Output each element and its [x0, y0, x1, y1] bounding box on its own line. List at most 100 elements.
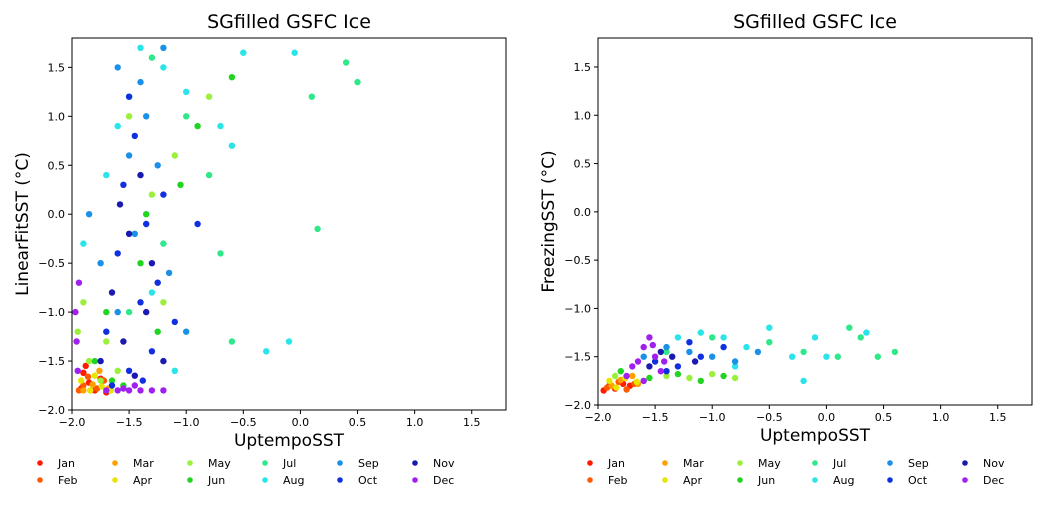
y-axis-label: LinearFitSST (°C) — [13, 152, 33, 296]
point-sep — [125, 152, 133, 159]
point-sep — [114, 64, 121, 71]
legend-label: Mar — [683, 457, 704, 470]
point-apr — [77, 377, 85, 384]
point-sep — [143, 113, 150, 120]
legend-marker — [337, 460, 343, 466]
point-sep — [160, 44, 167, 51]
point-dec — [651, 353, 659, 360]
legend-label: Mar — [133, 457, 154, 470]
point-jun — [194, 122, 201, 130]
point-jun — [103, 308, 110, 316]
legend-marker — [962, 460, 968, 466]
point-oct — [131, 132, 138, 140]
point-nov — [143, 308, 150, 316]
point-jun — [154, 328, 161, 335]
y-tick-label: 0.0 — [48, 208, 66, 221]
point-oct — [697, 353, 704, 360]
point-nov — [108, 289, 116, 296]
point-oct — [171, 318, 178, 326]
point-sep — [131, 230, 138, 237]
point-dec — [131, 382, 138, 389]
chart-title: SGfilled GSFC Ice — [733, 11, 897, 33]
point-jul — [857, 334, 864, 341]
legend-label: Sep — [908, 457, 929, 470]
point-oct — [143, 220, 150, 228]
point-jun — [674, 370, 682, 378]
y-tick-label: −0.5 — [564, 254, 591, 267]
point-dec — [148, 387, 156, 394]
chart-left: −2.0 −1.5 −1.0 −0.5 0.0 0.5 1.0 1.5 −2.0 −1.5 −1.0… — [13, 11, 507, 487]
point-sep — [137, 78, 144, 86]
legend-item-dec: Dec — [412, 474, 454, 487]
point-sep — [97, 260, 104, 267]
point-dec — [75, 279, 83, 286]
x-axis-label: UptempoSST — [234, 431, 345, 451]
point-nov — [137, 171, 144, 179]
legend-item-apr: Apr — [112, 474, 153, 487]
legend-label: May — [208, 457, 231, 470]
legend-item-aug: Aug — [812, 474, 854, 487]
point-aug — [263, 348, 270, 355]
point-dec — [657, 368, 664, 375]
point-oct — [120, 181, 127, 188]
point-aug — [766, 324, 773, 331]
legend-item-feb: Feb — [37, 474, 77, 487]
legend-marker — [187, 477, 193, 483]
point-nov — [669, 353, 676, 360]
point-oct — [125, 93, 133, 100]
point-feb — [623, 386, 630, 393]
point-mar — [96, 367, 103, 374]
point-jun — [108, 377, 116, 384]
point-may — [709, 370, 716, 378]
plot-frame — [71, 37, 507, 411]
legend-label: Nov — [433, 457, 455, 470]
point-aug — [731, 363, 739, 370]
legend-marker — [262, 477, 268, 483]
point-aug — [240, 49, 247, 56]
point-oct — [137, 299, 144, 306]
y-tick-label: −2.0 — [38, 404, 65, 417]
legend-label: Apr — [133, 474, 153, 487]
legend-item-jan: Jan — [587, 457, 625, 470]
point-oct — [148, 348, 156, 355]
y-tick-label: 0.5 — [574, 158, 592, 171]
point-apr — [107, 387, 115, 394]
x-tick-label: 1.5 — [463, 416, 481, 429]
point-sep — [754, 348, 762, 356]
x-tick-label: −1.5 — [642, 411, 669, 424]
legend-label: Jun — [207, 474, 225, 487]
point-dec — [640, 343, 647, 351]
point-oct — [108, 382, 116, 389]
legend-item-jul: Jul — [262, 457, 296, 470]
point-sep — [663, 343, 670, 351]
point-oct — [720, 343, 727, 351]
point-oct — [160, 191, 167, 198]
point-dec — [72, 308, 79, 316]
x-tick-label: −1.0 — [699, 411, 726, 424]
legend-marker — [737, 477, 743, 483]
x-tick-label: 1.5 — [989, 411, 1007, 424]
legend-label: Jan — [57, 457, 75, 470]
point-may — [171, 152, 178, 159]
point-nov — [691, 358, 699, 365]
point-may — [97, 377, 104, 384]
point-jan — [82, 362, 89, 370]
point-jan — [80, 369, 87, 376]
y-tick-label: 1.5 — [574, 61, 592, 74]
x-tick-label: 0.0 — [292, 416, 310, 429]
legend-item-may: May — [187, 457, 231, 470]
point-aug — [103, 171, 110, 179]
point-aug — [291, 49, 298, 56]
point-jul — [846, 324, 853, 331]
legend-marker — [37, 477, 43, 483]
point-nov — [116, 201, 124, 208]
point-apr — [98, 383, 105, 390]
point-sep — [114, 308, 121, 316]
legend-item-nov: Nov — [962, 457, 1005, 470]
point-oct — [686, 339, 693, 346]
legend-marker — [412, 460, 418, 466]
legend-label: Aug — [833, 474, 854, 487]
x-tick-label: 0.0 — [818, 411, 836, 424]
point-dec — [629, 363, 636, 370]
point-oct — [154, 279, 161, 286]
